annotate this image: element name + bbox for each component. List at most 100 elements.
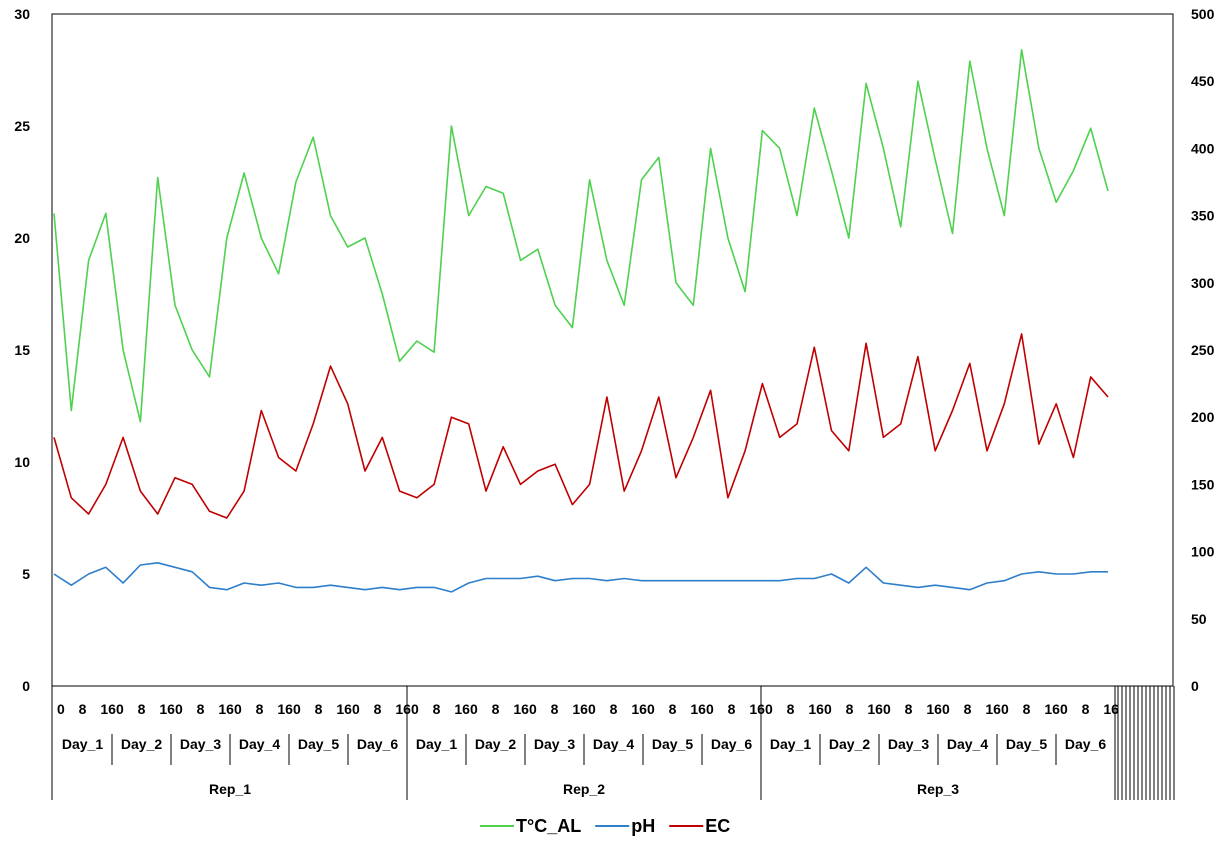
x-hour-tick-label: 8 [1023, 701, 1031, 717]
x-rep-label: Rep_2 [563, 781, 605, 797]
x-hour-tick-label: 8 [787, 701, 795, 717]
x-day-label: Day_4 [947, 736, 988, 752]
x-day-label: Day_4 [239, 736, 280, 752]
series-layer [53, 48, 1109, 593]
x-hour-tick-label: 0 [883, 701, 891, 717]
x-hour-tick-label: 0 [588, 701, 596, 717]
x-hour-tick-label: 16 [159, 701, 175, 717]
x-hour-tick-label: 0 [1060, 701, 1068, 717]
x-hour-tick-label: 16 [395, 701, 411, 717]
x-day-label: Day_6 [1065, 736, 1106, 752]
x-hour-tick-label: 0 [647, 701, 655, 717]
x-hour-tick-label: 8 [1082, 701, 1090, 717]
x-hour-tick-label: 8 [964, 701, 972, 717]
x-hour-tick-label: 0 [765, 701, 773, 717]
x-rep-label: Rep_3 [917, 781, 959, 797]
y-right-tick-label: 50 [1191, 611, 1207, 627]
x-hour-tick-label: 8 [669, 701, 677, 717]
y-right-tick-label: 400 [1191, 140, 1215, 156]
y-left-tick-label: 20 [14, 230, 30, 246]
y-right-tick-label: 0 [1191, 678, 1199, 694]
legend-label: EC [705, 816, 730, 836]
x-day-label: Day_5 [1006, 736, 1047, 752]
x-hour-tick-label: 16 [572, 701, 588, 717]
y-left-tick-label: 25 [14, 118, 30, 134]
x-hour-tick-label: 16 [336, 701, 352, 717]
x-day-label: Day_6 [357, 736, 398, 752]
x-hour-tick-label: 16 [1103, 701, 1119, 717]
x-hour-tick-label: 0 [234, 701, 242, 717]
x-hour-tick-label: 8 [846, 701, 854, 717]
x-day-label: Day_5 [652, 736, 693, 752]
x-hour-tick-label: 8 [728, 701, 736, 717]
x-hour-tick-label: 0 [529, 701, 537, 717]
series-line-ec [53, 333, 1109, 519]
y-left-tick-label: 10 [14, 454, 30, 470]
x-hour-tick-label: 0 [1001, 701, 1009, 717]
x-hour-tick-label: 8 [315, 701, 323, 717]
x-hour-tick-label: 16 [867, 701, 883, 717]
x-day-label: Day_3 [888, 736, 929, 752]
x-hour-tick-label: 8 [610, 701, 618, 717]
x-day-label: Day_5 [298, 736, 339, 752]
y-right-tick-label: 350 [1191, 208, 1215, 224]
x-day-label: Day_4 [593, 736, 634, 752]
x-hour-tick-label: 16 [277, 701, 293, 717]
category-axis-hatch [1117, 686, 1175, 800]
y-left-tick-label: 0 [22, 678, 30, 694]
y-right-tick-label: 450 [1191, 73, 1215, 89]
x-hour-tick-label: 16 [454, 701, 470, 717]
x-hour-tick-label: 8 [551, 701, 559, 717]
series-line-ph [53, 561, 1108, 593]
axes-layer: 0510152025300501001502002503003504004505… [14, 6, 1214, 694]
x-hour-tick-label: 16 [218, 701, 234, 717]
legend-label: pH [631, 816, 655, 836]
x-hour-tick-label: 0 [470, 701, 478, 717]
x-hour-tick-label: 16 [985, 701, 1001, 717]
y-right-tick-label: 500 [1191, 6, 1215, 22]
x-hour-tick-label: 16 [926, 701, 942, 717]
x-hour-tick-label: 0 [352, 701, 360, 717]
y-right-tick-label: 100 [1191, 544, 1215, 560]
x-day-label: Day_2 [475, 736, 516, 752]
x-hour-tick-label: 16 [631, 701, 647, 717]
x-day-label: Day_2 [121, 736, 162, 752]
y-right-tick-label: 250 [1191, 342, 1215, 358]
x-hour-tick-label: 0 [942, 701, 950, 717]
y-left-tick-label: 5 [22, 566, 30, 582]
x-hour-tick-label: 8 [138, 701, 146, 717]
y-right-tick-label: 200 [1191, 409, 1215, 425]
x-hour-tick-label: 8 [79, 701, 87, 717]
y-right-tick-label: 300 [1191, 275, 1215, 291]
x-hour-tick-label: 0 [824, 701, 832, 717]
x-hour-tick-label: 0 [411, 701, 419, 717]
series-line-tcal [53, 48, 1109, 423]
y-left-tick-label: 30 [14, 6, 30, 22]
x-hour-tick-label: 8 [492, 701, 500, 717]
x-rep-label: Rep_1 [209, 781, 251, 797]
legend-label: T°C_AL [516, 816, 581, 836]
plot-area-border [51, 13, 1174, 687]
x-day-label: Day_3 [534, 736, 575, 752]
x-hour-tick-label: 8 [433, 701, 441, 717]
x-hour-tick-label: 8 [256, 701, 264, 717]
y-right-tick-label: 150 [1191, 476, 1215, 492]
x-hour-tick-label: 8 [905, 701, 913, 717]
x-hour-tick-label: 0 [706, 701, 714, 717]
x-day-label: Day_2 [829, 736, 870, 752]
x-hour-tick-label: 0 [57, 701, 65, 717]
y-left-tick-label: 15 [14, 342, 30, 358]
x-day-label: Day_1 [770, 736, 811, 752]
x-hour-tick-label: 16 [513, 701, 529, 717]
x-day-label: Day_3 [180, 736, 221, 752]
x-hour-tick-label: 16 [749, 701, 765, 717]
legend: T°C_AL pH EC [480, 816, 730, 836]
x-hour-tick-label: 16 [690, 701, 706, 717]
x-hour-tick-label: 0 [293, 701, 301, 717]
x-hour-tick-label: 16 [1044, 701, 1060, 717]
x-hour-tick-label: 8 [374, 701, 382, 717]
x-hour-tick-label: 16 [808, 701, 824, 717]
